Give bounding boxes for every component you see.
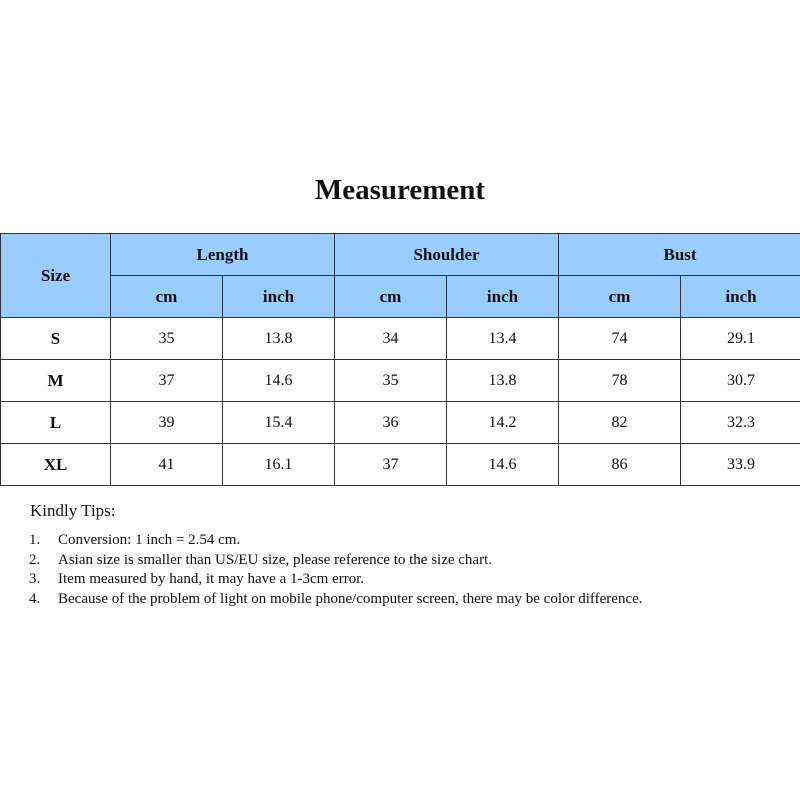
- tips-heading: Kindly Tips:: [30, 501, 116, 520]
- value-cell: 13.8: [222, 317, 335, 360]
- value-cell: 37: [334, 443, 447, 486]
- size-cell: S: [0, 317, 111, 360]
- header-unit: cm: [110, 275, 223, 318]
- size-cell: M: [0, 359, 111, 402]
- value-cell: 41: [110, 443, 223, 486]
- table-row: S 35 13.8 34 13.4 74 29.1: [0, 317, 800, 360]
- tip-number: 1.: [29, 532, 41, 548]
- value-cell: 14.6: [222, 359, 335, 402]
- value-cell: 35: [110, 317, 223, 360]
- table-row: M 37 14.6 35 13.8 78 30.7: [0, 359, 800, 402]
- tip-text: Asian size is smaller than US/EU size, p…: [58, 551, 492, 568]
- page-title: Measurement: [314, 174, 486, 206]
- tips-list: 1. Conversion: 1 inch = 2.54 cm. 2. Asian s…: [0, 531, 738, 609]
- value-cell: 29.1: [680, 317, 800, 360]
- value-cell: 78: [558, 359, 682, 402]
- header-unit: inch: [222, 275, 335, 318]
- value-cell: 16.1: [222, 443, 335, 486]
- header-unit: cm: [334, 275, 447, 318]
- value-cell: 35: [334, 359, 447, 402]
- tip-number: 4.: [29, 590, 41, 607]
- tip-item: 1. Conversion: 1 inch = 2.54 cm.: [0, 531, 738, 551]
- value-cell: 82: [558, 401, 682, 444]
- table-row: XL 41 16.1 37 14.6 86 33.9: [0, 443, 800, 486]
- value-cell: 15.4: [222, 401, 335, 444]
- header-bust: Bust: [558, 233, 800, 276]
- header-unit: inch: [445, 275, 560, 318]
- value-cell: 39: [110, 401, 223, 444]
- header-shoulder: Shoulder: [333, 233, 560, 276]
- value-cell: 36: [334, 401, 447, 444]
- header-unit: inch: [680, 275, 800, 318]
- header-unit: cm: [558, 275, 682, 318]
- value-cell: 14.2: [445, 401, 560, 444]
- tip-item: 2. Asian size is smaller than US/EU size,…: [0, 551, 738, 571]
- tip-text: Conversion: 1 inch = 2.54 cm.: [58, 532, 241, 548]
- value-cell: 13.4: [445, 317, 560, 360]
- tip-item: 3. Item measured by hand, it may have a 1…: [0, 570, 738, 590]
- value-cell: 37: [110, 359, 223, 402]
- header-length: Length: [110, 233, 335, 276]
- value-cell: 13.8: [445, 359, 560, 402]
- header-size: Size: [0, 233, 111, 318]
- value-cell: 14.6: [445, 443, 560, 486]
- table-row: L 39 15.4 36 14.2 82 32.3: [0, 401, 800, 444]
- size-cell: XL: [0, 443, 111, 486]
- size-cell: L: [0, 401, 111, 444]
- header-row-groups: Size Length Shoulder Bust: [0, 233, 800, 318]
- tip-item: 4. Because of the problem of light on mob…: [0, 590, 738, 610]
- tip-text: Item measured by hand, it may have a 1-3…: [58, 571, 365, 587]
- tip-number: 3.: [29, 571, 41, 587]
- value-cell: 33.9: [680, 443, 800, 486]
- value-cell: 74: [558, 317, 682, 360]
- header-row-units: cm inch cm inch cm inch: [1, 275, 800, 318]
- size-chart-table: Size Length Shoulder Bust cm inch cm inc…: [0, 233, 800, 486]
- value-cell: 32.3: [680, 401, 800, 444]
- value-cell: 30.7: [680, 359, 800, 402]
- tip-text: Because of the problem of light on mobil…: [58, 590, 643, 607]
- tip-number: 2.: [29, 551, 41, 568]
- value-cell: 34: [334, 317, 447, 360]
- value-cell: 86: [558, 443, 682, 486]
